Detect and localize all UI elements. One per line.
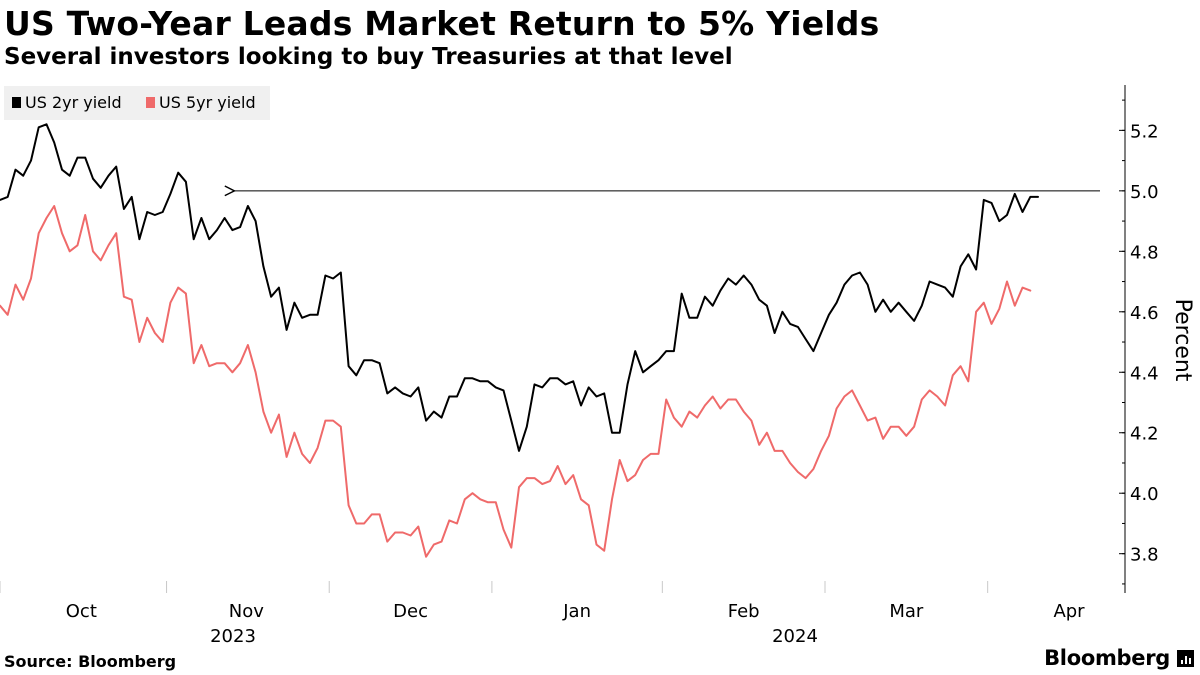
y-tick-label: 4.0 bbox=[1130, 484, 1159, 505]
bloomberg-chart-icon bbox=[1177, 650, 1194, 667]
legend-swatch-us5 bbox=[146, 97, 155, 108]
x-tick-label: Feb bbox=[728, 601, 760, 622]
y-axis-label: Percent bbox=[1170, 299, 1195, 382]
y-tick-label: 4.8 bbox=[1130, 242, 1159, 263]
x-tick-label: Mar bbox=[889, 601, 924, 622]
x-tick-label: Oct bbox=[66, 601, 97, 622]
legend-swatch-us2 bbox=[12, 97, 21, 108]
legend: US 2yr yield US 5yr yield bbox=[4, 86, 270, 120]
y-ticks: 3.8 4.0 4.2 4.4 4.6 4.8 5.0 5.2 bbox=[1119, 99, 1159, 585]
x-year-label: 2023 bbox=[210, 626, 256, 647]
series-line-us5 bbox=[0, 205, 1032, 558]
y-tick-label: 3.8 bbox=[1130, 545, 1159, 566]
y-tick-label: 4.6 bbox=[1130, 303, 1159, 324]
y-tick-label: 5.0 bbox=[1130, 182, 1159, 203]
legend-item-us5: US 5yr yield bbox=[146, 93, 256, 112]
series-line-us2 bbox=[0, 123, 1039, 452]
x-year-label: 2024 bbox=[772, 626, 818, 647]
x-tick-label: Apr bbox=[1053, 601, 1085, 622]
legend-item-us2: US 2yr yield bbox=[12, 93, 122, 112]
series-group bbox=[0, 123, 1039, 558]
x-tick-label: Dec bbox=[393, 601, 428, 622]
bloomberg-logo: Bloomberg bbox=[1044, 646, 1170, 670]
y-tick-label: 4.4 bbox=[1130, 363, 1159, 384]
x-tick-label: Nov bbox=[229, 601, 264, 622]
x-tick-label: Jan bbox=[562, 601, 591, 622]
chart-title: US Two-Year Leads Market Return to 5% Yi… bbox=[4, 4, 880, 43]
chart-subtitle: Several investors looking to buy Treasur… bbox=[4, 44, 733, 70]
legend-label-us2: US 2yr yield bbox=[25, 93, 122, 112]
legend-label-us5: US 5yr yield bbox=[159, 93, 256, 112]
y-tick-label: 5.2 bbox=[1130, 121, 1159, 142]
source-note: Source: Bloomberg bbox=[4, 652, 177, 671]
y-tick-label: 4.2 bbox=[1130, 424, 1159, 445]
x-ticks: Oct Nov Dec Jan Feb Mar Apr 2023 2024 bbox=[0, 581, 1085, 647]
